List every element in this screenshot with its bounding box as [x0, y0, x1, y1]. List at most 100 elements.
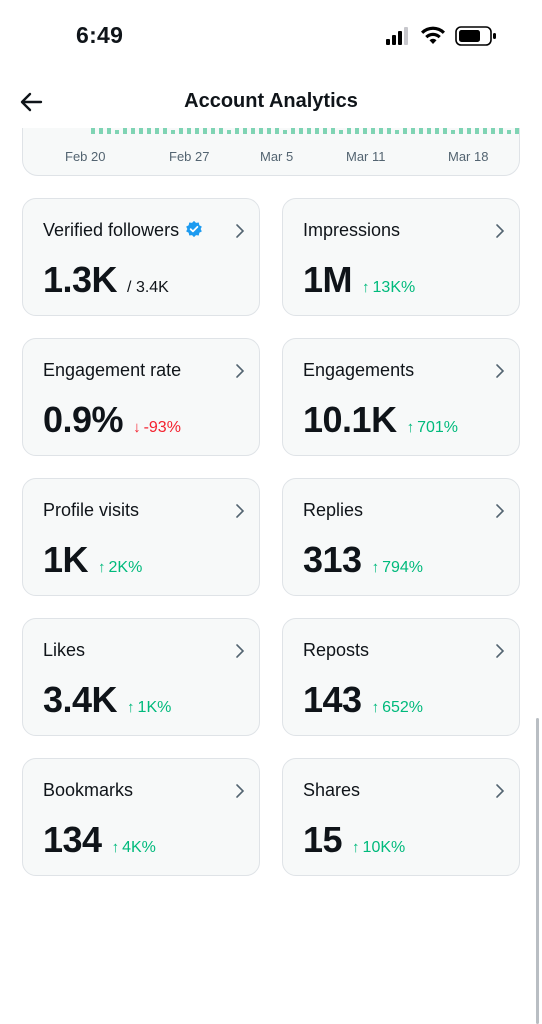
tile-value: 143	[303, 679, 362, 720]
chart-bar	[443, 128, 447, 134]
chart-bar	[499, 128, 503, 134]
tile-delta-value: 701%	[417, 419, 458, 436]
arrow-up-icon: ↑	[352, 839, 360, 856]
nav-header: Account Analytics	[0, 78, 542, 126]
scrollbar[interactable]	[536, 718, 539, 1024]
chart-bar	[115, 130, 119, 134]
arrow-up-icon: ↑	[111, 839, 120, 856]
tile-delta: ↑ 2K%	[98, 559, 142, 577]
chart-bar	[131, 128, 135, 134]
chart-bar	[371, 128, 375, 134]
tile-value: 1.3K	[43, 259, 118, 300]
chart-bar	[347, 128, 351, 134]
tile-likes[interactable]: Likes 3.4K ↑ 1K%	[22, 618, 260, 736]
chart-bar	[179, 128, 183, 134]
chart-bar	[227, 130, 231, 134]
x-axis-label: Mar 18	[448, 149, 489, 164]
chart-bars	[91, 128, 519, 134]
chart-bar	[387, 128, 391, 134]
tile-label: Engagement rate	[43, 360, 182, 380]
tile-delta: ↑ 10K%	[352, 839, 405, 857]
chevron-right-icon	[236, 364, 245, 378]
chevron-right-icon	[236, 504, 245, 518]
chart-bar	[411, 128, 415, 134]
chart-bar	[283, 130, 287, 134]
chart-bar	[147, 128, 151, 134]
tile-engagements[interactable]: Engagements 10.1K ↑ 701%	[282, 338, 520, 456]
tile-profile-visits[interactable]: Profile visits 1K ↑ 2K%	[22, 478, 260, 596]
tile-value: 10.1K	[303, 399, 397, 440]
chevron-right-icon	[496, 504, 505, 518]
status-bar: 6:49	[0, 0, 542, 70]
chevron-right-icon	[236, 644, 245, 658]
arrow-up-icon: ↑	[371, 559, 380, 576]
chart-bar	[211, 128, 215, 134]
tile-delta: ↑ 701%	[407, 419, 458, 437]
tile-total: / 3.4K	[127, 279, 169, 296]
x-axis-label: Feb 20	[65, 149, 106, 164]
chevron-right-icon	[236, 784, 245, 798]
tile-value-row: 1M ↑ 13K%	[303, 259, 415, 301]
tile-label: Impressions	[303, 220, 401, 240]
tile-label: Verified followers	[43, 220, 180, 240]
tile-delta-value: -93%	[143, 419, 181, 436]
chart-bar	[435, 128, 439, 134]
tile-delta: ↑ 13K%	[362, 279, 415, 297]
tile-value: 1M	[303, 259, 353, 300]
x-axis-label: Feb 27	[169, 149, 210, 164]
tile-delta-value: 10K%	[362, 839, 406, 856]
cellular-signal-icon	[386, 27, 408, 45]
tile-delta: ↑ 794%	[372, 559, 423, 577]
tile-delta-value: 2K%	[108, 559, 143, 576]
chart-bar	[299, 128, 303, 134]
chart-bar	[139, 128, 143, 134]
tile-label: Engagements	[303, 360, 415, 380]
tile-delta-value: 652%	[382, 699, 423, 716]
chart-bar	[203, 128, 207, 134]
chart-bar	[491, 128, 495, 134]
chart-bar	[219, 128, 223, 134]
tile-bookmarks[interactable]: Bookmarks 134 ↑ 4K%	[22, 758, 260, 876]
chart-bar	[243, 128, 247, 134]
chart-bar	[171, 130, 175, 134]
chevron-right-icon	[236, 224, 245, 238]
chart-bar	[251, 128, 255, 134]
tile-impressions[interactable]: Impressions 1M ↑ 13K%	[282, 198, 520, 316]
x-axis-label: Mar 5	[260, 149, 294, 164]
tile-engagement-rate[interactable]: Engagement rate 0.9% ↓ -93%	[22, 338, 260, 456]
chart-bar	[123, 128, 127, 134]
back-button[interactable]	[16, 88, 46, 116]
battery-icon	[455, 26, 496, 46]
tile-replies[interactable]: Replies 313 ↑ 794%	[282, 478, 520, 596]
chart-bar	[259, 128, 263, 134]
arrow-up-icon: ↑	[127, 699, 135, 716]
chart-bar	[163, 128, 167, 134]
chart-bar	[291, 128, 295, 134]
tile-value-row: 15 ↑ 10K%	[303, 819, 405, 861]
tile-label-wrap: Verified followers	[43, 220, 203, 241]
tile-value: 313	[303, 539, 362, 580]
tile-label: Replies	[303, 500, 364, 520]
chart-bar	[395, 130, 399, 134]
tile-verified-followers[interactable]: Verified followers 1.3K / 3.4K	[22, 198, 260, 316]
x-axis-label: Mar 11	[346, 149, 386, 164]
activity-chart-card: Feb 20 Feb 27 Mar 5 Mar 11 Mar 18	[22, 128, 520, 176]
chart-bar	[195, 128, 199, 134]
tile-shares[interactable]: Shares 15 ↑ 10K%	[282, 758, 520, 876]
page-title: Account Analytics	[184, 90, 358, 112]
tile-delta-value: 4K%	[122, 839, 156, 856]
tile-delta-value: 13K%	[372, 279, 416, 296]
chart-bar	[187, 128, 191, 134]
chart-bar	[323, 128, 327, 134]
tile-value: 134	[43, 819, 102, 860]
chevron-right-icon	[496, 224, 505, 238]
tile-delta: ↑ 652%	[372, 699, 423, 717]
tile-label: Bookmarks	[43, 780, 134, 800]
tile-value-row: 10.1K ↑ 701%	[303, 399, 458, 441]
arrow-up-icon: ↑	[98, 559, 106, 576]
chart-bar	[483, 128, 487, 134]
chart-viewport: Feb 20 Feb 27 Mar 5 Mar 11 Mar 18	[0, 128, 542, 188]
tile-reposts[interactable]: Reposts 143 ↑ 652%	[282, 618, 520, 736]
chart-bar	[331, 128, 335, 134]
